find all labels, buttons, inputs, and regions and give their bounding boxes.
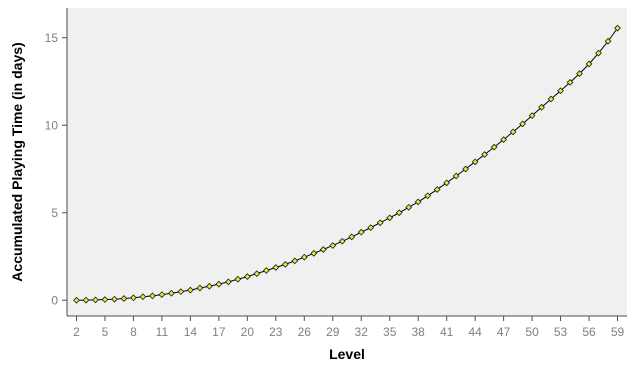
y-tick-label: 15 — [45, 31, 59, 45]
plot-area — [67, 8, 627, 316]
data-point-marker — [82, 296, 90, 304]
data-point-marker — [262, 267, 270, 274]
data-point-marker — [557, 87, 564, 95]
data-point-marker — [73, 296, 80, 304]
data-point-marker — [566, 79, 574, 86]
data-point-marker — [367, 224, 375, 231]
data-point-marker — [101, 296, 109, 303]
data-point-marker — [187, 286, 194, 294]
x-tick-label: 44 — [468, 325, 482, 339]
data-point-marker — [224, 278, 232, 286]
x-tick-label: 59 — [611, 325, 625, 339]
data-point-marker — [168, 289, 175, 297]
data-point-marker — [253, 270, 261, 278]
data-point-marker — [509, 128, 517, 136]
data-point-marker — [376, 219, 384, 227]
data-point-marker — [92, 296, 99, 304]
x-tick-label: 41 — [440, 325, 454, 339]
data-point-marker — [158, 291, 166, 299]
data-point-marker — [471, 158, 479, 166]
x-tick-label: 2 — [73, 325, 80, 339]
data-point-marker — [206, 282, 213, 290]
data-point-marker — [348, 233, 356, 241]
data-point-marker — [243, 273, 251, 280]
data-point-marker — [519, 120, 526, 128]
x-axis-title: Level — [329, 346, 365, 362]
data-point-marker — [177, 288, 185, 296]
data-point-marker — [424, 192, 432, 200]
data-point-marker — [291, 257, 299, 265]
data-point-marker — [149, 292, 156, 300]
data-point-marker — [528, 112, 536, 119]
data-point-marker — [405, 203, 413, 211]
x-tick-label: 53 — [554, 325, 568, 339]
data-point-marker — [120, 295, 128, 302]
data-point-marker — [585, 60, 593, 68]
data-point-marker — [386, 214, 394, 222]
data-point-marker — [414, 198, 422, 206]
data-point-marker — [300, 253, 308, 261]
x-tick-label: 50 — [525, 325, 539, 339]
x-tick-label: 5 — [102, 325, 109, 339]
data-point-marker — [433, 186, 441, 193]
y-axis-title: Accumulated Playing Time (in days) — [9, 42, 25, 281]
x-tick-label: 32 — [355, 325, 369, 339]
x-tick-label: 14 — [184, 325, 198, 339]
x-tick-label: 35 — [383, 325, 397, 339]
data-point-marker — [234, 275, 242, 283]
data-point-marker — [139, 293, 147, 301]
data-point-marker — [357, 228, 365, 236]
y-tick-label: 5 — [51, 206, 58, 220]
x-tick-label: 47 — [497, 325, 511, 339]
data-point-marker — [462, 165, 470, 173]
data-point-marker — [215, 280, 223, 288]
data-point-marker — [310, 249, 318, 257]
data-point-marker — [196, 284, 204, 292]
data-point-marker — [130, 294, 137, 302]
data-point-marker — [329, 242, 337, 249]
data-point-marker — [614, 24, 621, 32]
data-point-marker — [481, 151, 488, 158]
data-point-marker — [604, 37, 612, 45]
data-point-marker — [111, 295, 118, 303]
x-tick-label: 23 — [269, 325, 283, 339]
x-tick-label: 29 — [326, 325, 340, 339]
x-tick-label: 11 — [156, 325, 169, 339]
data-point-marker — [281, 261, 289, 268]
data-point-marker — [490, 143, 498, 151]
data-point-marker — [395, 209, 403, 217]
data-point-marker — [443, 179, 451, 187]
data-point-marker — [319, 246, 327, 253]
x-tick-label: 38 — [412, 325, 426, 339]
data-point-marker — [272, 264, 280, 271]
data-point-marker — [547, 95, 555, 103]
data-point-marker — [500, 136, 507, 143]
data-point-marker — [538, 103, 545, 111]
x-tick-label: 8 — [130, 325, 137, 339]
data-point-marker — [576, 70, 583, 77]
data-point-marker — [595, 49, 602, 57]
data-point-marker — [338, 237, 346, 245]
y-tick-label: 10 — [45, 118, 59, 132]
series-line — [76, 27, 618, 301]
x-tick-label: 17 — [212, 325, 226, 339]
x-tick-label: 56 — [582, 325, 596, 339]
y-tick-label: 0 — [51, 293, 58, 307]
data-point-marker — [452, 172, 460, 180]
x-tick-label: 26 — [298, 325, 312, 339]
x-tick-label: 20 — [241, 325, 255, 339]
